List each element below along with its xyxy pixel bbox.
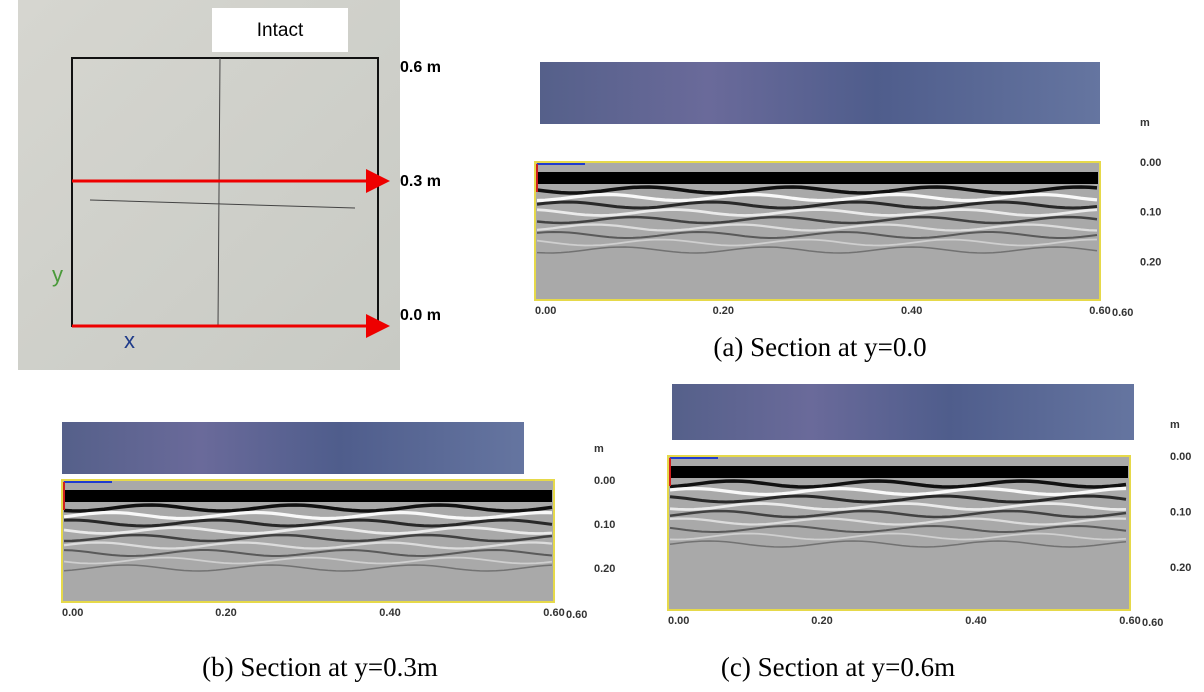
reflection: [669, 502, 1127, 511]
reflection: [536, 223, 1098, 232]
reflection: [536, 192, 1098, 203]
distance-tick: 0.40: [379, 607, 400, 619]
surface-scan: [672, 384, 1134, 440]
reflection: [63, 548, 553, 558]
depth-tick: 0.20: [594, 563, 615, 575]
reflection: [63, 533, 553, 543]
depth-unit: m: [594, 443, 604, 455]
end-label: 0.60: [1112, 307, 1133, 319]
direct-wave: [537, 172, 1098, 184]
distance-tick: 0.40: [965, 615, 986, 627]
gpr-panel: m 0.00 0.10 0.20 0.00 0.20 0.40 0.60 0.60 (c) Sec…: [667, 384, 1191, 682]
distance-tick: 0.20: [713, 305, 734, 317]
reflection: [63, 510, 553, 521]
depth-tick: 0.00: [594, 475, 615, 487]
reflection: [536, 200, 1098, 210]
depth-tick: 0.10: [1170, 506, 1191, 518]
reflection: [669, 524, 1127, 534]
depth-tick: 0.00: [1140, 157, 1161, 169]
reflection: [669, 532, 1127, 541]
reflection: [63, 541, 553, 550]
distance-tick: 0.20: [811, 615, 832, 627]
reflection: [536, 208, 1098, 217]
axis-y: y: [52, 262, 63, 287]
caption: (a) Section at y=0.0: [713, 332, 926, 362]
reflection: [669, 517, 1127, 526]
wall-photo: [18, 0, 400, 370]
y-mark: 0.3 m: [400, 173, 441, 190]
direct-wave: [64, 490, 552, 502]
depth-tick: 0.10: [1140, 207, 1161, 219]
y-mark: 0.0 m: [400, 307, 441, 324]
reflection: [669, 486, 1127, 497]
reflection: [63, 556, 553, 565]
end-label: 0.60: [1142, 617, 1163, 629]
depth-unit: m: [1140, 117, 1150, 129]
reflection: [536, 238, 1098, 247]
depth-tick: 0.20: [1140, 256, 1161, 268]
reflection: [63, 518, 553, 528]
reflection: [536, 246, 1098, 254]
reflection: [669, 494, 1127, 504]
distance-tick: 0.60: [1119, 615, 1140, 627]
reflection: [669, 509, 1127, 519]
depth-unit: m: [1170, 419, 1180, 431]
depth-tick: 0.10: [594, 519, 615, 531]
pencil-marks: [89, 57, 356, 327]
surface-scan: [62, 422, 524, 474]
reflection: [63, 526, 553, 535]
photo-label: Intact: [257, 20, 304, 41]
caption: (b) Section at y=0.3m: [202, 652, 438, 682]
reflection: [536, 215, 1098, 225]
reflection: [63, 564, 553, 572]
distance-tick: 0.40: [901, 305, 922, 317]
reflection: [669, 479, 1127, 489]
reflection: [669, 540, 1127, 548]
gpr-panel: m 0.00 0.10 0.20 0.00 0.20 0.40 0.60 0.60 (a) Sec…: [534, 62, 1161, 362]
distance-tick: 0.00: [668, 615, 689, 627]
reflection: [63, 503, 553, 513]
distance-tick: 0.60: [543, 607, 564, 619]
gpr-panel: m 0.00 0.10 0.20 0.00 0.20 0.40 0.60 0.60 (b) Sec…: [61, 422, 615, 682]
depth-tick: 0.00: [1170, 451, 1191, 463]
surface-scan: [540, 62, 1100, 124]
direct-wave: [670, 466, 1128, 478]
photo: Intact 0.6 m 0.3 m 0.0 m y x: [18, 0, 441, 370]
axis-x: x: [124, 328, 135, 353]
y-mark: 0.6 m: [400, 59, 441, 76]
distance-tick: 0.00: [535, 305, 556, 317]
label-box: [212, 8, 348, 52]
distance-tick: 0.00: [62, 607, 83, 619]
reflection: [536, 230, 1098, 240]
distance-tick: 0.20: [215, 607, 236, 619]
caption: (c) Section at y=0.6m: [721, 652, 955, 682]
end-label: 0.60: [566, 609, 587, 621]
distance-tick: 0.60: [1089, 305, 1110, 317]
depth-tick: 0.20: [1170, 562, 1191, 574]
reflection: [536, 185, 1098, 195]
